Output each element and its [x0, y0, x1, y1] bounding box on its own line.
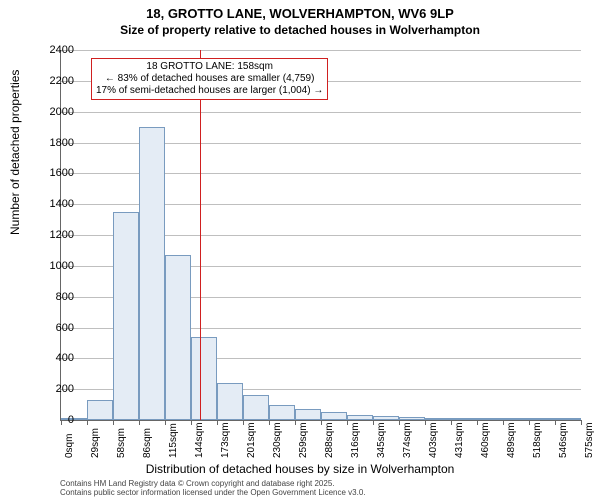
chart-subtitle: Size of property relative to detached ho… — [0, 21, 600, 37]
bar — [217, 383, 243, 420]
x-ticks: 0sqm 29sqm 58sqm 86sqm 115sqm 144sqm 173sqm 201… — [60, 420, 580, 460]
bar — [269, 405, 295, 420]
x-tick-label: 374sqm — [402, 422, 413, 458]
y-tick-label: 600 — [34, 322, 74, 334]
x-tick-label: 288sqm — [324, 422, 335, 458]
y-tick-label: 1200 — [34, 229, 74, 241]
bar — [243, 395, 269, 420]
y-axis-label: Number of detached properties — [8, 70, 22, 235]
x-tick-label: 403sqm — [428, 422, 439, 458]
bar — [139, 127, 165, 420]
chart-container: 18, GROTTO LANE, WOLVERHAMPTON, WV6 9LP … — [0, 0, 600, 500]
bar — [113, 212, 139, 420]
x-tick-label: 201sqm — [246, 422, 257, 458]
chart-title: 18, GROTTO LANE, WOLVERHAMPTON, WV6 9LP — [0, 0, 600, 21]
annotation-box: 18 GROTTO LANE: 158sqm ← 83% of detached… — [91, 58, 328, 100]
bar — [321, 412, 347, 420]
x-tick-label: 230sqm — [272, 422, 283, 458]
y-tick-label: 2000 — [34, 106, 74, 118]
y-tick-label: 400 — [34, 352, 74, 364]
x-tick-label: 345sqm — [376, 422, 387, 458]
x-tick-label: 0sqm — [64, 434, 75, 458]
footer-line2: Contains public sector information licen… — [60, 489, 366, 498]
x-tick-label: 546sqm — [558, 422, 569, 458]
x-tick-label: 58sqm — [116, 428, 127, 458]
x-tick-label: 144sqm — [194, 422, 205, 458]
x-tick-label: 316sqm — [350, 422, 361, 458]
bar — [165, 255, 191, 420]
x-tick-label: 29sqm — [90, 428, 101, 458]
annotation-line3: 17% of semi-detached houses are larger (… — [96, 85, 323, 97]
annotation-line1: 18 GROTTO LANE: 158sqm — [96, 61, 323, 73]
reference-line — [200, 50, 201, 420]
x-tick-label: 575sqm — [584, 422, 595, 458]
y-tick-label: 1600 — [34, 167, 74, 179]
y-tick-label: 1400 — [34, 198, 74, 210]
y-tick-label: 1800 — [34, 137, 74, 149]
y-tick-label: 1000 — [34, 260, 74, 272]
x-tick-label: 518sqm — [532, 422, 543, 458]
annotation-line2: ← 83% of detached houses are smaller (4,… — [96, 73, 323, 85]
x-tick-label: 460sqm — [480, 422, 491, 458]
x-tick-mark — [581, 420, 582, 425]
x-tick-label: 489sqm — [506, 422, 517, 458]
bar — [191, 337, 217, 420]
y-tick-label: 2400 — [34, 44, 74, 56]
x-tick-label: 173sqm — [220, 422, 231, 458]
x-tick-label: 115sqm — [168, 423, 179, 458]
x-tick-label: 259sqm — [298, 422, 309, 458]
x-axis-label: Distribution of detached houses by size … — [0, 462, 600, 476]
footer: Contains HM Land Registry data © Crown c… — [60, 480, 366, 498]
bar — [295, 409, 321, 420]
bar — [87, 400, 113, 420]
y-tick-label: 200 — [34, 383, 74, 395]
bars — [61, 50, 581, 420]
y-tick-label: 800 — [34, 291, 74, 303]
y-tick-label: 2200 — [34, 75, 74, 87]
x-tick-label: 86sqm — [142, 428, 153, 458]
plot-area: 18 GROTTO LANE: 158sqm ← 83% of detached… — [60, 50, 581, 421]
x-tick-label: 431sqm — [454, 422, 465, 458]
